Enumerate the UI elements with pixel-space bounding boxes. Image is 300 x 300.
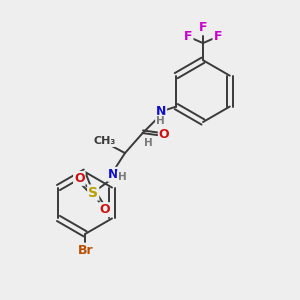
Text: F: F <box>199 21 207 34</box>
Text: N: N <box>156 105 166 119</box>
Text: N: N <box>108 168 119 181</box>
Text: O: O <box>159 128 170 141</box>
Text: H: H <box>144 138 153 148</box>
Text: O: O <box>74 172 85 185</box>
Text: F: F <box>214 30 222 43</box>
Text: S: S <box>88 185 98 200</box>
Text: Br: Br <box>77 244 93 256</box>
Text: CH₃: CH₃ <box>93 136 116 146</box>
Text: H: H <box>156 116 165 126</box>
Text: O: O <box>99 203 110 216</box>
Text: F: F <box>184 30 193 43</box>
Text: H: H <box>118 172 126 182</box>
